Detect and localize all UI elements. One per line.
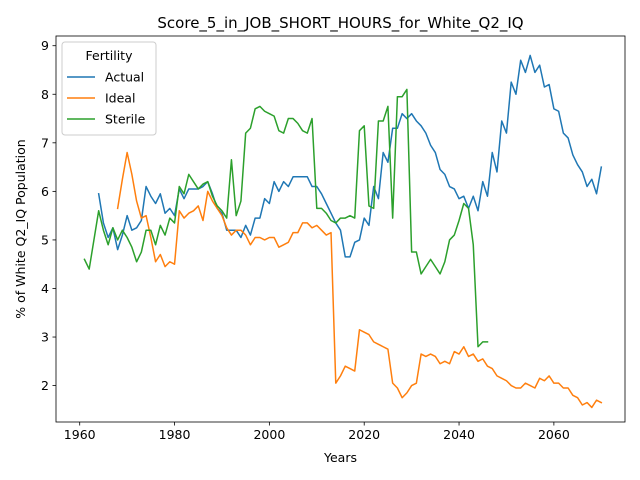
y-tick-label: 2	[41, 378, 49, 393]
x-tick-label: 1960	[64, 427, 96, 442]
axes-frame	[55, 35, 626, 423]
legend: Fertility Actual Ideal Sterile	[61, 41, 157, 136]
axes: 1960 1980 2000 2020 2040 2060 2 3 4 5 6 7 8 9	[41, 35, 626, 442]
x-tick-label: 2040	[443, 427, 475, 442]
series-line-ideal	[116, 151, 603, 409]
chart-title: Score_5_in_JOB_SHORT_HOURS_for_White_Q2_…	[157, 14, 523, 33]
series-line-sterile	[83, 88, 489, 348]
series-layer	[83, 54, 603, 409]
x-tick-label: 2060	[538, 427, 570, 442]
legend-label-sterile: Sterile	[105, 112, 146, 127]
x-tick-label: 2000	[253, 427, 285, 442]
series-line-actual	[97, 54, 603, 258]
y-tick-label: 7	[41, 135, 49, 150]
legend-label-actual: Actual	[105, 70, 144, 85]
y-tick-label: 4	[41, 281, 49, 296]
legend-label-ideal: Ideal	[105, 91, 135, 106]
y-tick-label: 3	[41, 330, 49, 345]
y-tick-label: 6	[41, 184, 49, 199]
y-tick-label: 8	[41, 87, 49, 102]
x-tick-label: 1980	[159, 427, 191, 442]
y-axis-label: % of White Q2_IQ Population	[13, 139, 28, 318]
x-tick-label: 2020	[348, 427, 380, 442]
y-tick-label: 9	[41, 38, 49, 53]
legend-box	[61, 41, 157, 136]
legend-title: Fertility	[86, 48, 134, 63]
y-tick-label: 5	[41, 232, 49, 247]
x-axis-label: Years	[323, 450, 357, 465]
